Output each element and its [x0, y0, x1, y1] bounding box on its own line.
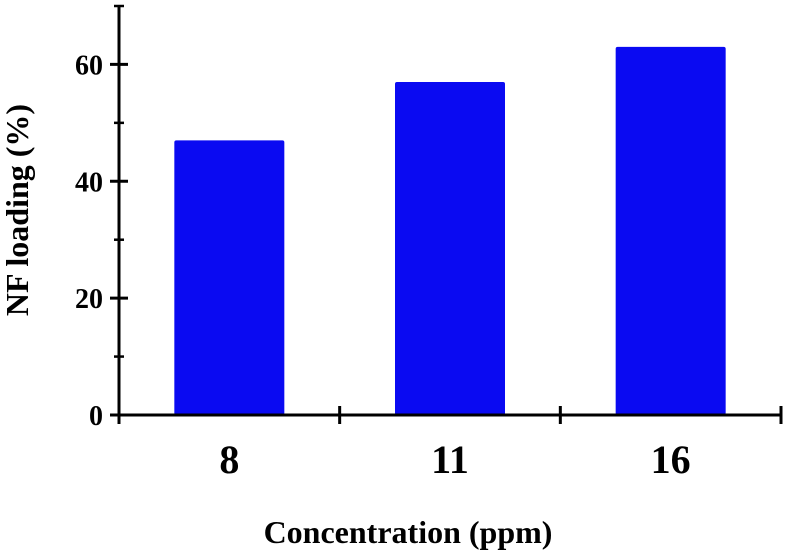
y-tick-label: 0 — [89, 401, 103, 432]
x-tick-label: 8 — [219, 437, 239, 482]
bars — [174, 46, 726, 416]
y-tick-label: 40 — [75, 167, 103, 198]
x-tick-label: 16 — [651, 437, 691, 482]
y-axis-title: NF loading (%) — [0, 104, 35, 316]
bar-11 — [395, 81, 505, 415]
x-tick-label: 11 — [431, 437, 469, 482]
y-tick-label: 20 — [75, 284, 103, 315]
y-ticks: 0 20 40 60 — [75, 4, 128, 432]
axes — [117, 6, 781, 417]
x-ticks: 8 11 16 — [117, 406, 783, 482]
x-axis-title: Concentration (ppm) — [264, 514, 553, 550]
bar-8 — [174, 140, 285, 415]
bar-16 — [615, 46, 726, 416]
y-tick-label: 60 — [75, 50, 103, 81]
